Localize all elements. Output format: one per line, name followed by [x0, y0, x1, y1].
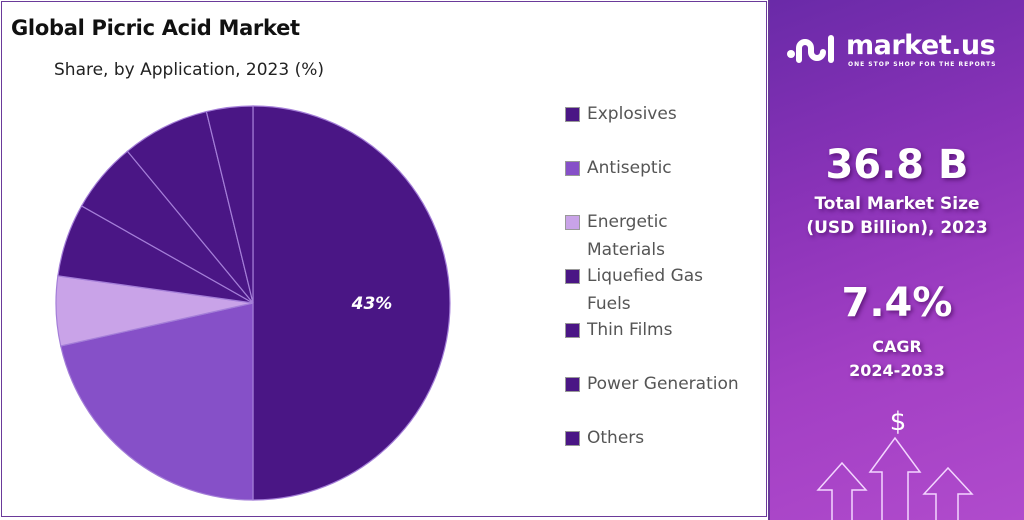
legend-swatch: [565, 269, 580, 284]
summary-panel: market.us ONE STOP SHOP FOR THE REPORTS …: [768, 0, 1024, 520]
cagr-label: CAGR 2024-2033: [770, 335, 1024, 383]
market-size-label-line2: (USD Billion), 2023: [806, 218, 988, 238]
legend-label: Thin Films: [587, 316, 672, 344]
legend-swatch: [565, 323, 580, 338]
cagr-label-line1: CAGR: [872, 337, 922, 356]
legend-label-line: Materials: [587, 240, 665, 260]
legend-label: Others: [587, 424, 644, 452]
legend-swatch: [565, 431, 580, 446]
legend-swatch: [565, 161, 580, 176]
legend-item: Liquefied Gas Fuels: [565, 262, 703, 318]
legend-label-line: Energetic: [587, 212, 668, 232]
chart-subtitle: Share, by Application, 2023 (%): [54, 60, 324, 80]
brand-logo: market.us ONE STOP SHOP FOR THE REPORTS: [786, 30, 1016, 70]
legend-label-line: Antiseptic: [587, 158, 672, 178]
legend-item: Thin Films: [565, 316, 672, 344]
market-us-logo-icon: [787, 35, 834, 63]
legend-swatch: [565, 377, 580, 392]
legend-label: Antiseptic: [587, 154, 672, 182]
legend-label: Energetic Materials: [587, 208, 668, 264]
cagr-label-line2: 2024-2033: [849, 361, 945, 380]
legend-label-line: Explosives: [587, 104, 677, 124]
cagr-value: 7.4%: [841, 280, 953, 326]
legend-swatch: [565, 107, 580, 122]
legend-label-line: Power Generation: [587, 374, 739, 394]
legend-item: Explosives: [565, 100, 677, 128]
data-label: 43%: [351, 294, 393, 314]
brand-name: market.us: [846, 30, 996, 61]
legend-label: Liquefied Gas Fuels: [587, 262, 703, 318]
pie-slice-explosives: [252, 105, 451, 501]
legend-label-line: Thin Films: [587, 320, 673, 340]
legend-item: Others: [565, 424, 644, 452]
chart-title: Global Picric Acid Market: [11, 16, 300, 40]
chart-panel: Global Picric Acid Market Share, by Appl…: [1, 1, 767, 517]
market-size-label: Total Market Size (USD Billion), 2023: [770, 192, 1024, 240]
pie-slice-others: [205, 105, 254, 304]
legend-swatch: [565, 215, 580, 230]
legend-label-line: Others: [587, 428, 645, 448]
pie-chart: 43%: [55, 105, 451, 501]
pie-slice-antiseptic: [60, 302, 254, 501]
legend-label-line: Fuels: [587, 294, 631, 314]
legend-label: Power Generation: [587, 370, 739, 398]
market-size-value: 36.8 B: [825, 142, 969, 188]
legend-label-line: Liquefied Gas: [587, 266, 704, 286]
brand-tagline: ONE STOP SHOP FOR THE REPORTS: [848, 61, 997, 68]
legend-item: Energetic Materials: [565, 208, 668, 264]
legend-label: Explosives: [587, 100, 677, 128]
growth-arrows-icon: $: [816, 407, 974, 520]
dollar-sign-icon: $: [890, 407, 907, 437]
market-size-label-line1: Total Market Size: [814, 194, 980, 214]
legend-item: Antiseptic: [565, 154, 672, 182]
legend-item: Power Generation: [565, 370, 739, 398]
